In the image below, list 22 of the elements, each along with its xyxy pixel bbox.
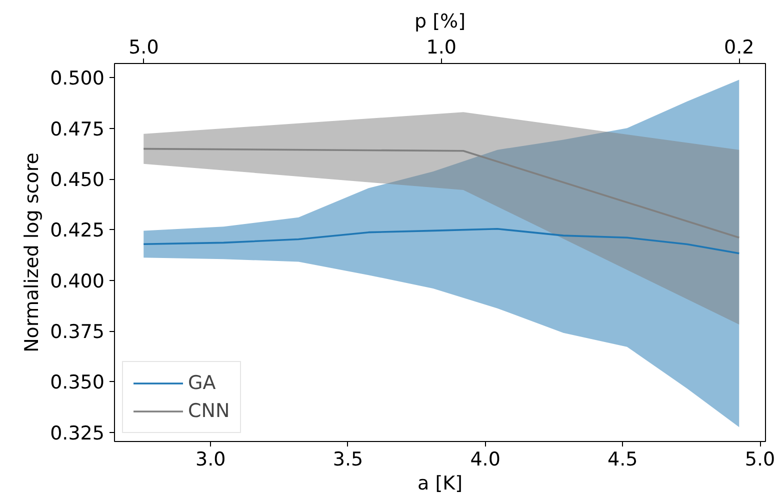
- y-tick-label: 0.500: [50, 68, 105, 90]
- line-series: [142, 228, 740, 254]
- x-tick-label: 4.5: [608, 448, 638, 470]
- legend-label: GA: [188, 372, 216, 394]
- y-tick-label: 0.325: [50, 422, 105, 444]
- y-tick-label: 0.450: [50, 169, 105, 192]
- y-tick-label: 0.375: [50, 321, 105, 344]
- y-tick-label: 0.400: [50, 270, 105, 292]
- legend-label: CNN: [188, 400, 230, 422]
- x-tick-label: 3.0: [196, 448, 226, 470]
- y-tick-label: 0.425: [50, 220, 105, 242]
- x-tick-label: 5.0: [744, 448, 776, 470]
- x2-tick-label: 0.2: [724, 36, 754, 58]
- x2-tick-label: 1.0: [426, 36, 457, 58]
- y-tick-label: 0.475: [50, 118, 105, 140]
- x-axis-title: a [K]: [418, 472, 462, 494]
- x2-axis-title: p [%]: [414, 10, 466, 32]
- x-tick-label: 4.0: [470, 448, 500, 470]
- y-axis-title: Normalized log score: [21, 152, 44, 352]
- y-tick-label: 0.350: [50, 372, 105, 394]
- x-tick-label: 3.5: [332, 448, 364, 470]
- x2-tick-label: 5.0: [128, 36, 159, 58]
